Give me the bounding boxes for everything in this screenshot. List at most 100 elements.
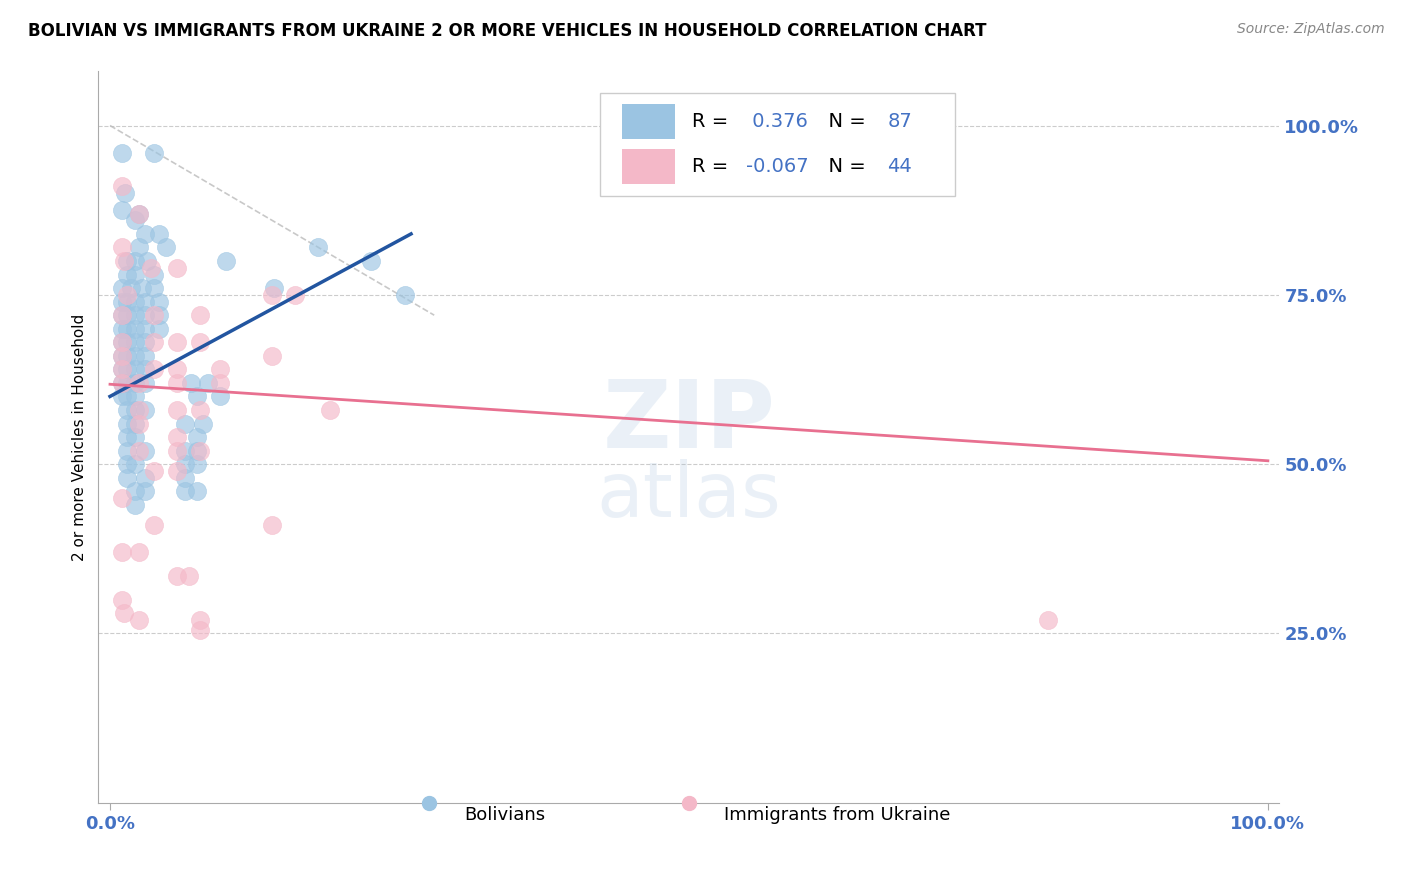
Point <box>134 443 156 458</box>
Point <box>124 213 146 227</box>
Point <box>148 227 170 241</box>
Point <box>117 389 139 403</box>
Point <box>128 206 150 220</box>
Point <box>166 569 188 583</box>
Point <box>117 471 139 485</box>
Point <box>134 308 156 322</box>
Point <box>117 288 139 302</box>
Point <box>262 518 284 533</box>
Point <box>143 464 166 478</box>
Point <box>423 796 446 810</box>
Text: 87: 87 <box>887 112 912 130</box>
Point <box>128 545 150 559</box>
Point <box>166 443 188 458</box>
Point <box>110 281 132 295</box>
Point <box>136 254 159 268</box>
Point <box>124 417 146 431</box>
Point <box>124 403 146 417</box>
Point <box>148 294 170 309</box>
Point <box>110 145 132 160</box>
Point <box>134 322 156 336</box>
Point <box>124 268 146 282</box>
Point <box>166 376 188 390</box>
Text: Immigrants from Ukraine: Immigrants from Ukraine <box>724 806 950 824</box>
Point <box>166 260 188 275</box>
Point <box>166 403 188 417</box>
Text: 0.376: 0.376 <box>745 112 807 130</box>
Point <box>180 376 202 390</box>
Text: R =: R = <box>693 157 735 176</box>
Point <box>262 349 284 363</box>
Point <box>117 349 139 363</box>
Point <box>678 796 700 810</box>
Point <box>124 294 146 309</box>
Point <box>117 294 139 309</box>
Text: BOLIVIAN VS IMMIGRANTS FROM UKRAINE 2 OR MORE VEHICLES IN HOUSEHOLD CORRELATION : BOLIVIAN VS IMMIGRANTS FROM UKRAINE 2 OR… <box>28 22 987 40</box>
Text: R =: R = <box>693 112 735 130</box>
Point <box>124 362 146 376</box>
Point <box>307 240 329 254</box>
Point <box>110 362 132 376</box>
Point <box>186 389 208 403</box>
FancyBboxPatch shape <box>600 94 955 195</box>
Text: N =: N = <box>817 112 873 130</box>
Point <box>143 518 166 533</box>
Point <box>148 322 170 336</box>
Point <box>143 281 166 295</box>
Point <box>148 308 170 322</box>
Point <box>208 389 231 403</box>
Point <box>112 606 135 620</box>
Point <box>174 443 197 458</box>
Point <box>134 294 156 309</box>
Point <box>143 308 166 322</box>
Point <box>110 335 132 350</box>
Point <box>134 362 156 376</box>
Point <box>360 254 382 268</box>
Point <box>124 335 146 350</box>
Text: Source: ZipAtlas.com: Source: ZipAtlas.com <box>1237 22 1385 37</box>
Point <box>110 491 132 505</box>
Bar <box>621 149 675 184</box>
Point <box>128 240 150 254</box>
Point <box>128 613 150 627</box>
Text: N =: N = <box>817 157 873 176</box>
Point <box>117 376 139 390</box>
Point <box>117 268 139 282</box>
Point <box>166 430 188 444</box>
Point <box>143 268 166 282</box>
Point <box>208 362 231 376</box>
Point <box>110 308 132 322</box>
Point <box>177 569 200 583</box>
Point <box>124 349 146 363</box>
Point <box>197 376 219 390</box>
Point <box>186 443 208 458</box>
Point <box>139 260 162 275</box>
Point <box>114 186 136 201</box>
Point <box>110 389 132 403</box>
Point <box>174 484 197 499</box>
Point <box>128 206 150 220</box>
Point <box>166 464 188 478</box>
Point <box>128 403 150 417</box>
Point <box>112 254 135 268</box>
Point <box>124 430 146 444</box>
Point <box>110 179 132 194</box>
Point <box>215 254 238 268</box>
Point <box>174 471 197 485</box>
Point <box>117 254 139 268</box>
Point <box>134 227 156 241</box>
Point <box>110 362 132 376</box>
Point <box>110 294 132 309</box>
Point <box>110 335 132 350</box>
Point <box>186 484 208 499</box>
Point <box>117 322 139 336</box>
Point <box>124 498 146 512</box>
Point <box>117 430 139 444</box>
Text: Bolivians: Bolivians <box>464 806 546 824</box>
Point <box>110 203 132 218</box>
Point <box>124 254 146 268</box>
Y-axis label: 2 or more Vehicles in Household: 2 or more Vehicles in Household <box>72 313 87 561</box>
Point <box>131 281 153 295</box>
Point <box>117 443 139 458</box>
Point <box>155 240 177 254</box>
